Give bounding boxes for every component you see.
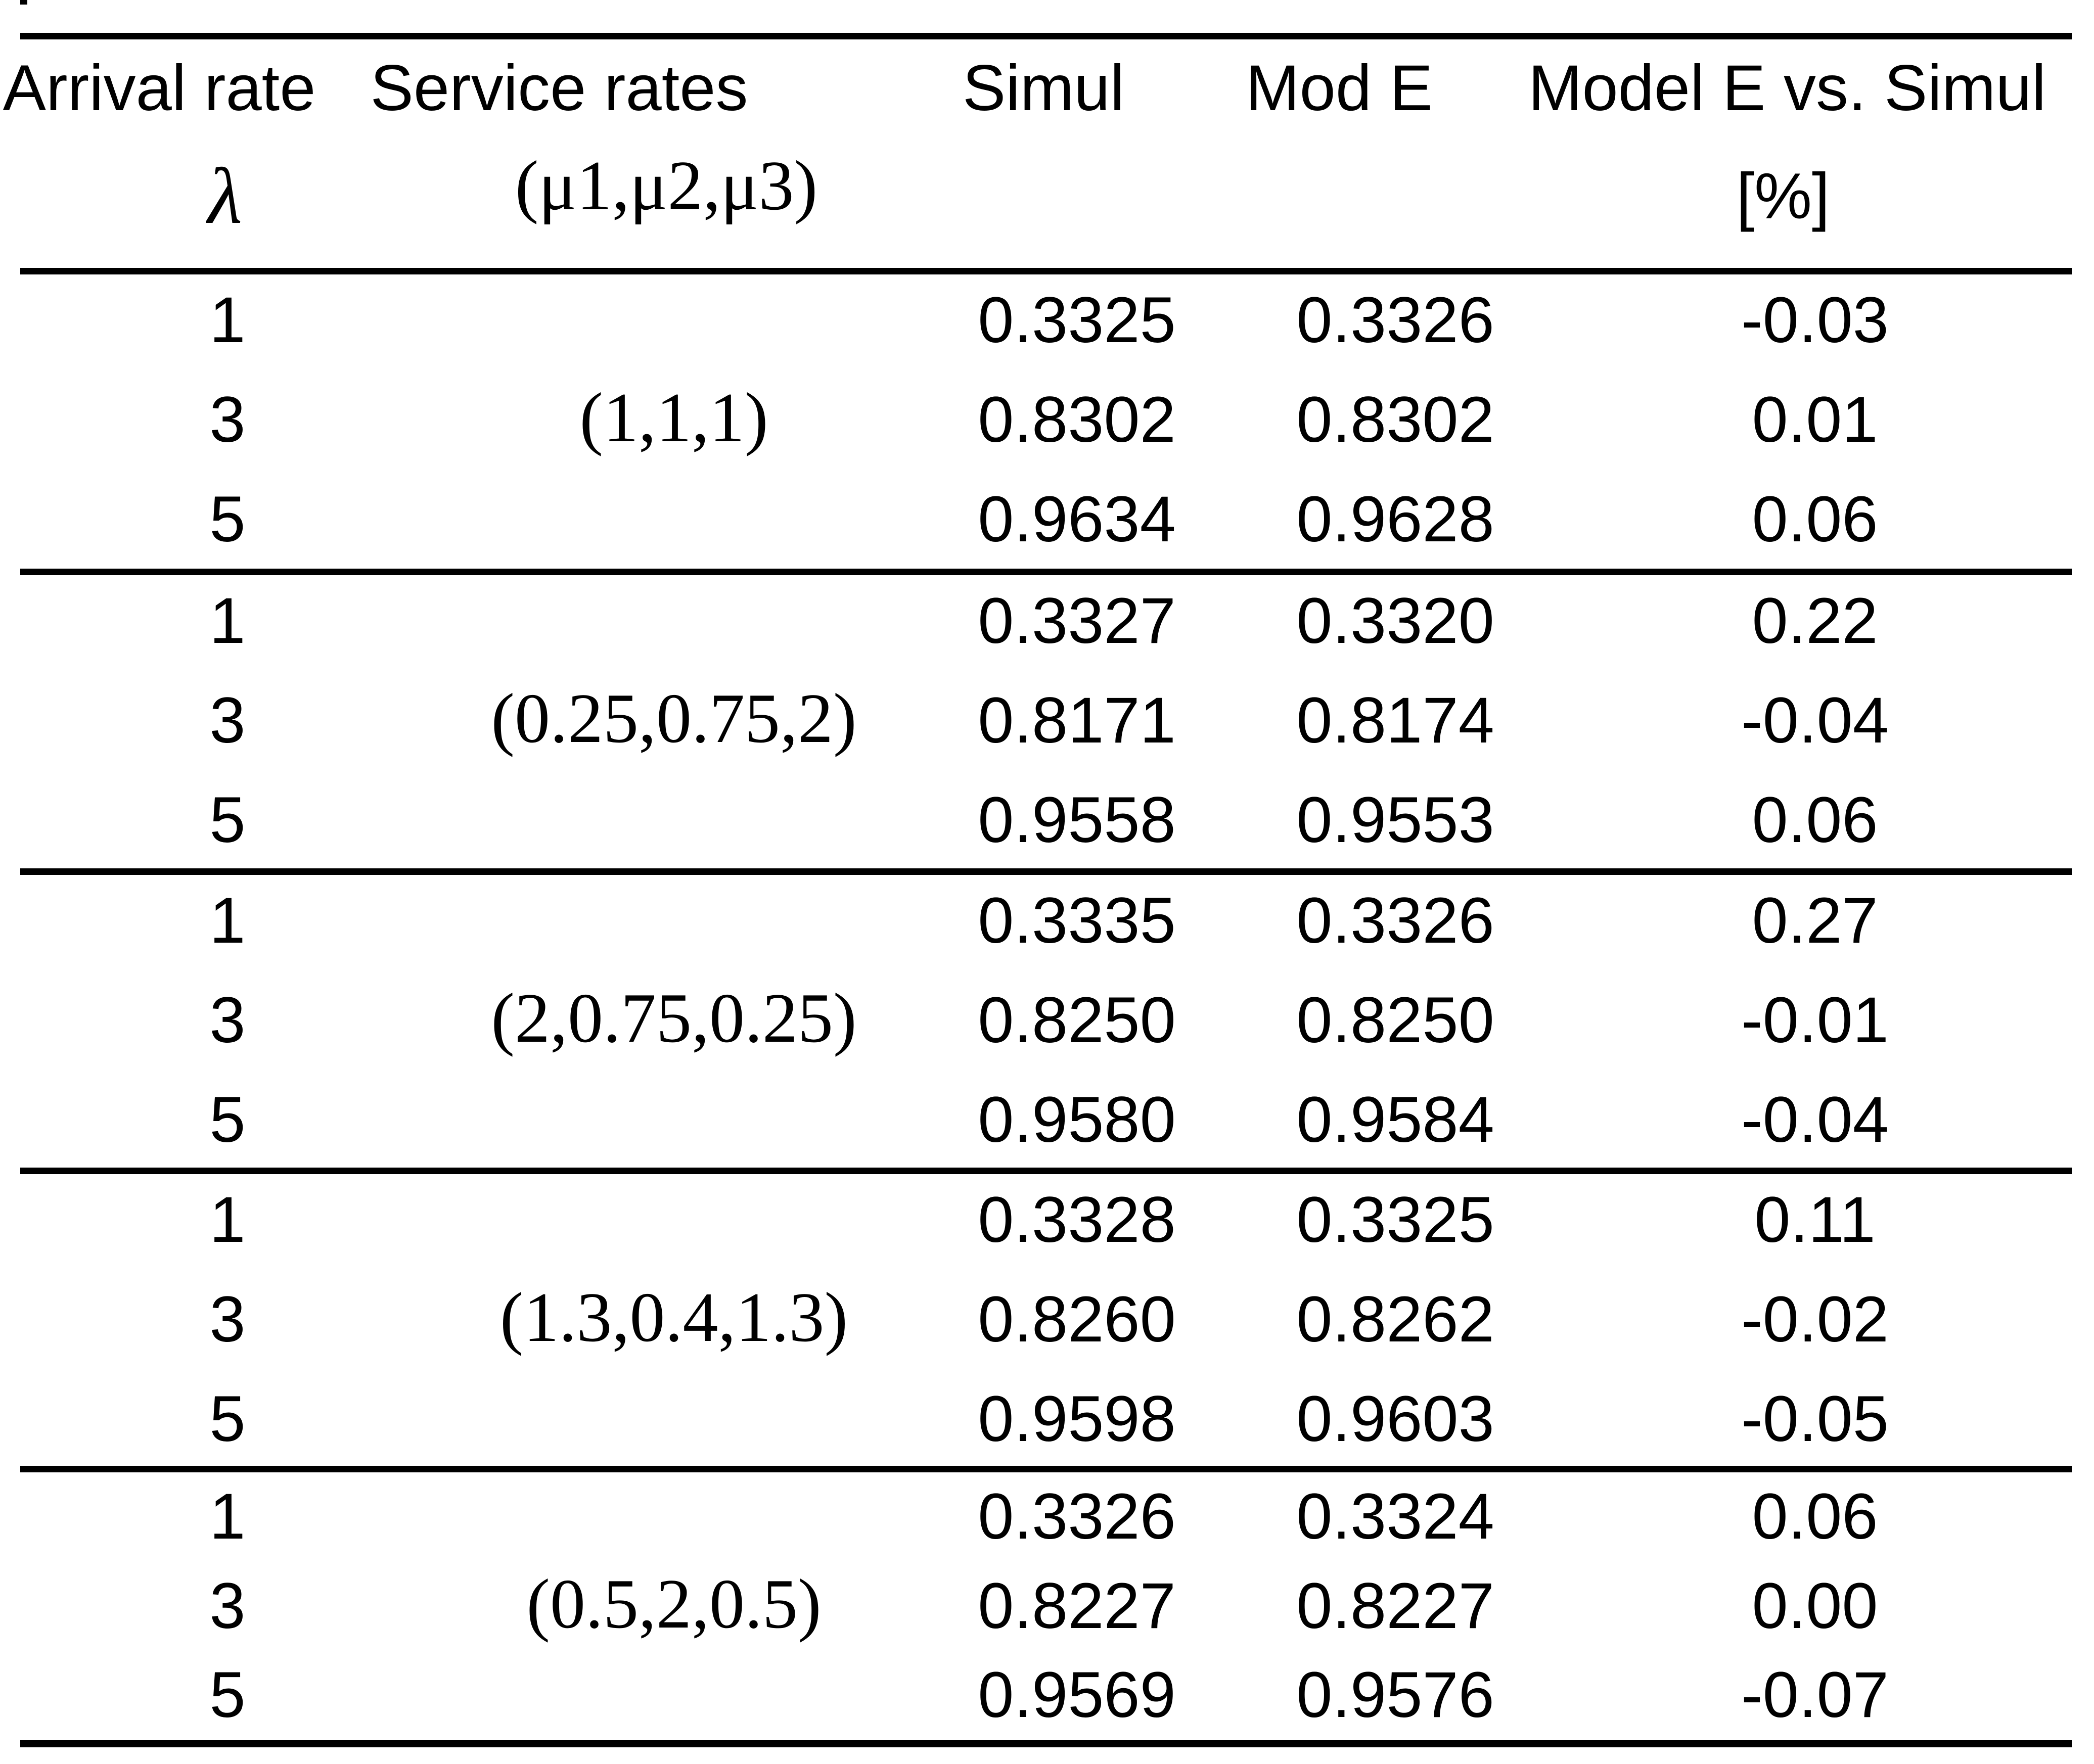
lambda-value: 1 — [209, 1480, 246, 1553]
mu-tuple-symbol: (μ1,μ2,μ3) — [515, 147, 818, 225]
service-rates-value: (0.25,0.75,2) — [491, 679, 857, 758]
lambda-value: 5 — [209, 784, 246, 856]
simul-value: 0.8250 — [978, 984, 1176, 1056]
header-bottom-rule — [20, 268, 2072, 274]
diff-value: 0.06 — [1752, 1480, 1878, 1553]
simul-header: Simul — [962, 52, 1125, 124]
lambda-value: 1 — [209, 885, 246, 957]
lambda-value: 1 — [209, 284, 246, 356]
model-e-vs-simul-header: Model E vs. Simul — [1528, 52, 2046, 124]
lambda-value: 5 — [209, 483, 246, 555]
mod-e-value: 0.9553 — [1296, 784, 1494, 856]
service-rates-value: (1,1,1) — [579, 379, 768, 457]
diff-value: 0.00 — [1752, 1570, 1878, 1642]
mod-e-value: 0.9628 — [1296, 483, 1494, 555]
lambda-symbol: λ — [207, 152, 243, 241]
simul-value: 0.3325 — [978, 284, 1176, 356]
simul-value: 0.8171 — [978, 684, 1176, 757]
diff-value: 0.27 — [1752, 885, 1878, 957]
lambda-value: 5 — [209, 1659, 246, 1731]
mod-e-value: 0.8302 — [1296, 384, 1494, 456]
simul-value: 0.3335 — [978, 885, 1176, 957]
diff-value: -0.03 — [1741, 284, 1889, 356]
service-rates-header: Service rates — [370, 52, 748, 124]
lambda-value: 3 — [209, 1283, 246, 1356]
simul-value: 0.8260 — [978, 1283, 1176, 1356]
lambda-value: 1 — [209, 585, 246, 657]
mod-e-value: 0.8250 — [1296, 984, 1494, 1056]
simul-value: 0.9634 — [978, 483, 1176, 555]
mod-e-value: 0.3325 — [1296, 1184, 1494, 1256]
group-separator-rule — [20, 1168, 2072, 1174]
mod-e-header: Mod E — [1246, 52, 1433, 124]
diff-value: -0.07 — [1741, 1659, 1889, 1731]
diff-value: 0.01 — [1752, 384, 1878, 456]
lambda-value: 3 — [209, 384, 246, 456]
simul-value: 0.8227 — [978, 1570, 1176, 1642]
simul-value: 0.9569 — [978, 1659, 1176, 1731]
mod-e-value: 0.9603 — [1296, 1383, 1494, 1455]
lambda-value: 1 — [209, 1184, 246, 1256]
simul-value: 0.9598 — [978, 1383, 1176, 1455]
lambda-value: 5 — [209, 1084, 246, 1156]
diff-value: -0.02 — [1741, 1283, 1889, 1356]
mod-e-value: 0.8174 — [1296, 684, 1494, 757]
mod-e-value: 0.8227 — [1296, 1570, 1494, 1642]
group-separator-rule — [20, 868, 2072, 875]
mod-e-value: 0.9584 — [1296, 1084, 1494, 1156]
diff-value: -0.04 — [1741, 684, 1889, 757]
diff-value: 0.22 — [1752, 585, 1878, 657]
mod-e-value: 0.8262 — [1296, 1283, 1494, 1356]
lambda-value: 3 — [209, 1570, 246, 1642]
mod-e-value: 0.3324 — [1296, 1480, 1494, 1553]
artifact-mark — [20, 0, 27, 5]
lambda-value: 3 — [209, 684, 246, 757]
arrival-rate-header: Arrival rate — [3, 52, 316, 124]
diff-value: 0.06 — [1752, 483, 1878, 555]
table-bottom-rule — [20, 1740, 2072, 1747]
mod-e-value: 0.3320 — [1296, 585, 1494, 657]
simul-value: 0.3327 — [978, 585, 1176, 657]
mod-e-value: 0.9576 — [1296, 1659, 1494, 1731]
diff-value: 0.06 — [1752, 784, 1878, 856]
table-top-rule — [20, 33, 2072, 39]
percent-unit-label: [%] — [1736, 160, 1830, 233]
mod-e-value: 0.3326 — [1296, 885, 1494, 957]
diff-value: -0.05 — [1741, 1383, 1889, 1455]
simul-value: 0.3326 — [978, 1480, 1176, 1553]
simul-value: 0.9558 — [978, 784, 1176, 856]
simul-value: 0.3328 — [978, 1184, 1176, 1256]
service-rates-value: (2,0.75,0.25) — [491, 979, 857, 1057]
group-separator-rule — [20, 1466, 2072, 1472]
simul-value: 0.9580 — [978, 1084, 1176, 1156]
lambda-value: 5 — [209, 1383, 246, 1455]
diff-value: -0.01 — [1741, 984, 1889, 1056]
group-separator-rule — [20, 569, 2072, 575]
service-rates-value: (1.3,0.4,1.3) — [499, 1278, 848, 1357]
diff-value: -0.04 — [1741, 1084, 1889, 1156]
simul-value: 0.8302 — [978, 384, 1176, 456]
mod-e-value: 0.3326 — [1296, 284, 1494, 356]
diff-value: 0.11 — [1754, 1184, 1876, 1256]
service-rates-value: (0.5,2,0.5) — [526, 1565, 822, 1643]
lambda-value: 3 — [209, 984, 246, 1056]
